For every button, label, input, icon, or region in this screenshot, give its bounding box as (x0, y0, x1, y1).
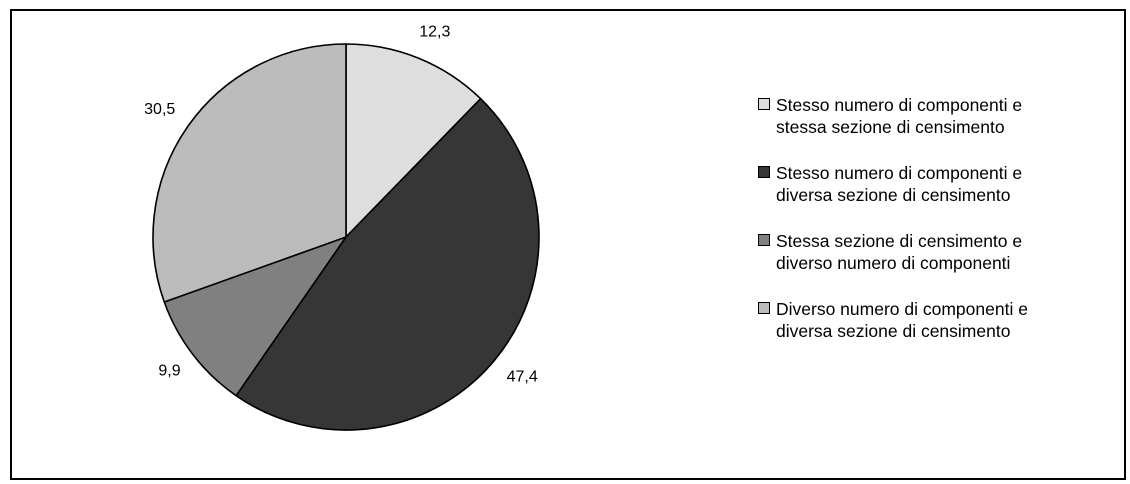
data-label-3: 9,9 (158, 363, 180, 380)
pie-slice-3 (163, 236, 347, 397)
legend-swatch-1 (758, 98, 770, 110)
data-label-1: 12,3 (419, 23, 450, 40)
legend-label-3: Stessa sezione di censimento e diverso n… (776, 231, 1023, 273)
pie-slice-4 (152, 43, 347, 303)
legend-label-2: Stesso numero di componenti e diversa se… (776, 163, 1023, 205)
legend: Stesso numero di componenti e stessa sez… (758, 94, 1118, 366)
legend-swatch-3 (758, 234, 770, 246)
legend-item-2: Stesso numero di componenti e diversa se… (758, 162, 1118, 206)
data-label-2: 47,4 (507, 369, 538, 386)
legend-swatch-2 (758, 166, 770, 178)
legend-item-4: Diverso numero di componenti e diversa s… (758, 298, 1118, 342)
data-label-4: 30,5 (144, 101, 175, 118)
legend-item-1: Stesso numero di componenti e stessa sez… (758, 94, 1118, 138)
legend-swatch-4 (758, 302, 770, 314)
pie-slice-2 (235, 97, 540, 431)
pie-slice-1 (345, 43, 482, 238)
legend-label-1: Stesso numero di componenti e stessa sez… (776, 95, 1023, 137)
legend-item-3: Stessa sezione di censimento e diverso n… (758, 230, 1118, 274)
legend-label-4: Diverso numero di componenti e diversa s… (776, 299, 1028, 341)
